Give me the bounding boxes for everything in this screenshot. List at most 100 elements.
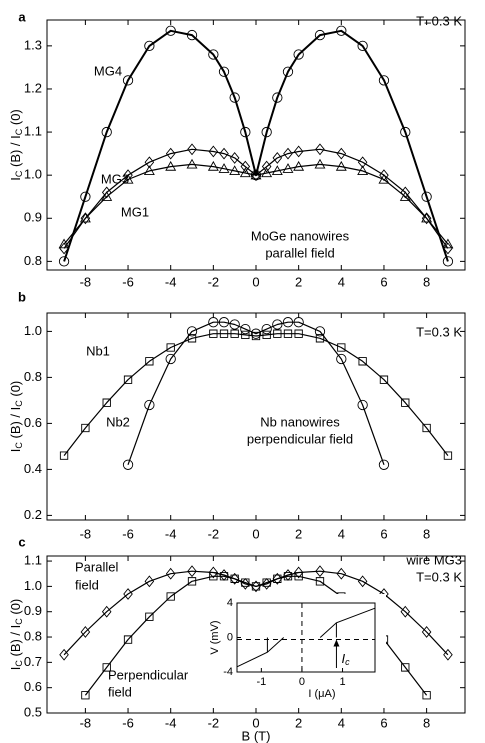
x-tick-label: -4 xyxy=(165,274,177,289)
marker xyxy=(165,25,176,36)
annotation: wire MG3 xyxy=(405,552,462,567)
marker xyxy=(166,343,175,352)
marker xyxy=(207,160,219,171)
series-label: Nb1 xyxy=(86,343,110,358)
marker xyxy=(101,126,112,138)
marker xyxy=(229,152,240,164)
annotation: Perpendicular xyxy=(108,667,189,682)
marker xyxy=(315,565,325,578)
marker xyxy=(293,317,304,328)
y-tick-label: 1.3 xyxy=(24,37,42,52)
marker xyxy=(379,169,389,182)
marker xyxy=(421,212,433,223)
marker xyxy=(208,145,219,158)
fit-line xyxy=(63,333,449,456)
marker xyxy=(271,165,283,176)
y-label-part: C xyxy=(14,400,24,407)
marker xyxy=(283,329,293,338)
annotation: T=0.3 K xyxy=(416,569,462,584)
marker xyxy=(80,212,91,225)
y-tick-label: 1.1 xyxy=(24,124,42,139)
marker xyxy=(208,49,219,60)
y-tick-label: 1.0 xyxy=(24,578,42,593)
y-axis-label: IC (B) / IC (0) xyxy=(8,381,24,453)
marker xyxy=(261,126,272,138)
marker xyxy=(165,147,176,160)
marker xyxy=(442,256,454,267)
marker xyxy=(282,163,294,173)
marker xyxy=(219,147,229,160)
x-tick-label: -2 xyxy=(208,274,220,289)
marker xyxy=(293,160,305,171)
ic-arrow-head xyxy=(333,639,340,647)
marker xyxy=(443,648,453,661)
marker xyxy=(250,328,262,339)
marker xyxy=(144,156,155,169)
marker xyxy=(230,329,239,338)
marker xyxy=(251,169,261,182)
marker xyxy=(229,572,240,585)
marker xyxy=(293,566,304,579)
annotation: Nb nanowires xyxy=(260,414,340,429)
marker xyxy=(357,156,368,169)
marker xyxy=(187,565,197,578)
marker xyxy=(219,329,229,338)
x-tick-label: 6 xyxy=(380,715,387,730)
marker xyxy=(101,186,112,199)
fit-line xyxy=(63,163,449,245)
x-tick-label: 2 xyxy=(295,274,302,289)
marker xyxy=(379,375,389,384)
series-label: MG1 xyxy=(121,204,149,219)
x-tick-label: -8 xyxy=(80,715,92,730)
marker xyxy=(58,256,70,267)
marker xyxy=(58,238,70,249)
marker xyxy=(400,186,411,199)
x-tick-label: 8 xyxy=(423,274,430,289)
y-tick-label: 0.6 xyxy=(24,679,42,694)
marker xyxy=(101,605,112,618)
marker xyxy=(122,459,134,470)
marker xyxy=(165,567,176,580)
x-tick-label: -4 xyxy=(165,715,177,730)
marker xyxy=(166,592,175,601)
marker xyxy=(335,160,347,171)
marker xyxy=(59,648,69,661)
y-tick-label: 0.2 xyxy=(24,507,42,522)
x-tick-label: -8 xyxy=(80,274,92,289)
marker xyxy=(336,25,347,36)
marker xyxy=(336,353,347,365)
marker xyxy=(102,663,111,672)
marker xyxy=(143,165,155,176)
annotation: perpendicular field xyxy=(247,431,353,446)
marker xyxy=(145,612,154,621)
y-tick-label: 1.1 xyxy=(24,553,42,568)
x-tick-label: -6 xyxy=(122,715,134,730)
annotation: T=0.3 K xyxy=(416,324,462,339)
marker xyxy=(283,147,293,160)
marker xyxy=(443,242,453,255)
marker xyxy=(229,319,240,330)
x-tick-label: 1 xyxy=(339,676,345,688)
marker xyxy=(293,49,304,60)
marker xyxy=(421,212,432,225)
x-tick-label: 4 xyxy=(338,274,345,289)
marker xyxy=(315,143,325,156)
panel-label: c xyxy=(18,534,25,549)
series-label: Nb2 xyxy=(106,414,130,429)
ic-label: Ic xyxy=(341,651,350,667)
marker xyxy=(442,238,454,249)
marker xyxy=(336,147,347,160)
y-tick-label: 0.6 xyxy=(24,415,42,430)
y-tick-label: -4 xyxy=(223,666,233,678)
marker xyxy=(357,575,368,588)
x-tick-label: -1 xyxy=(256,676,266,688)
x-tick-label: -2 xyxy=(208,526,220,541)
marker xyxy=(187,577,197,586)
y-label-part: C xyxy=(14,660,24,667)
x-tick-label: -6 xyxy=(122,526,134,541)
inset-x-label: I (μA) xyxy=(308,688,335,700)
marker xyxy=(401,398,410,407)
marker xyxy=(421,626,432,638)
marker xyxy=(240,323,251,335)
